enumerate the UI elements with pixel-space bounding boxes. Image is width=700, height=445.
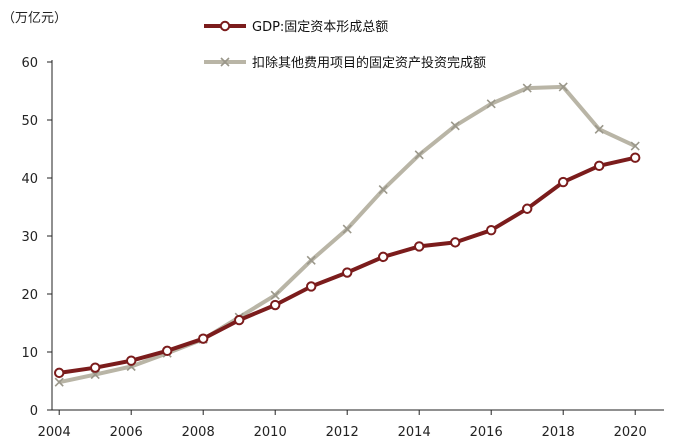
data-point: [378, 251, 389, 263]
data-point: [594, 124, 604, 134]
y-tick-label: 30: [21, 230, 38, 245]
x-tick-label: 2012: [326, 425, 359, 440]
x-tick-label: 2006: [110, 425, 143, 440]
data-point: [234, 314, 245, 326]
data-point: [558, 176, 569, 188]
data-point: [630, 141, 640, 151]
y-tick-label: 40: [21, 172, 38, 187]
y-tick-label: 60: [21, 56, 38, 71]
legend-swatch-marker: [220, 57, 230, 67]
data-point: [522, 203, 533, 214]
data-point: [306, 281, 317, 292]
data-point: [126, 355, 137, 366]
series-line: [58, 155, 636, 375]
legend-item: 扣除其他费用项目的固定资产投资完成额: [204, 55, 486, 71]
series-layer: [54, 82, 641, 387]
x-tick-label: 2010: [254, 425, 287, 440]
data-point: [270, 290, 280, 300]
data-point: [54, 377, 64, 387]
data-point: [450, 121, 460, 131]
x-tick-label: 2008: [182, 425, 215, 440]
data-point: [450, 237, 461, 248]
y-tick-label: 0: [30, 404, 38, 419]
y-tick-label: 20: [21, 288, 38, 303]
x-tick-label: 2016: [470, 425, 503, 440]
data-point: [270, 299, 281, 311]
data-point: [594, 160, 605, 172]
data-point: [342, 224, 352, 234]
data-point: [414, 150, 424, 160]
data-point: [54, 367, 65, 379]
legend-label: GDP:固定资本形成总额: [252, 20, 388, 35]
data-point: [486, 225, 497, 236]
y-axis-unit-label: （万亿元）: [2, 11, 67, 26]
data-point: [90, 362, 101, 373]
legend-label: 扣除其他费用项目的固定资产投资完成额: [252, 55, 486, 71]
y-tick-label: 10: [21, 346, 38, 361]
data-point: [522, 83, 532, 93]
data-point: [558, 82, 568, 92]
legend-swatch-marker: [219, 20, 231, 32]
x-tick-label: 2004: [38, 425, 71, 440]
data-point: [414, 241, 425, 252]
series-line: [58, 84, 637, 385]
y-tick-label: 50: [21, 114, 38, 129]
legend-item: GDP:固定资本形成总额: [204, 20, 388, 35]
data-point: [198, 333, 209, 344]
x-tick-label: 2018: [542, 425, 575, 440]
axes: 0 10 20 30 40 50 60 2004 2006 2008 2010 2012 2014 201…: [21, 56, 664, 440]
data-point: [342, 267, 353, 278]
x-tick-label: 2014: [398, 425, 431, 440]
data-point: [486, 99, 496, 109]
series-gdp-fixed-capital: [54, 152, 641, 379]
data-point: [378, 185, 388, 195]
data-point: [630, 152, 641, 163]
series-fixed-asset-investment: [54, 82, 640, 387]
data-point: [162, 345, 173, 357]
x-tick-label: 2020: [614, 425, 647, 440]
data-point: [306, 255, 316, 265]
